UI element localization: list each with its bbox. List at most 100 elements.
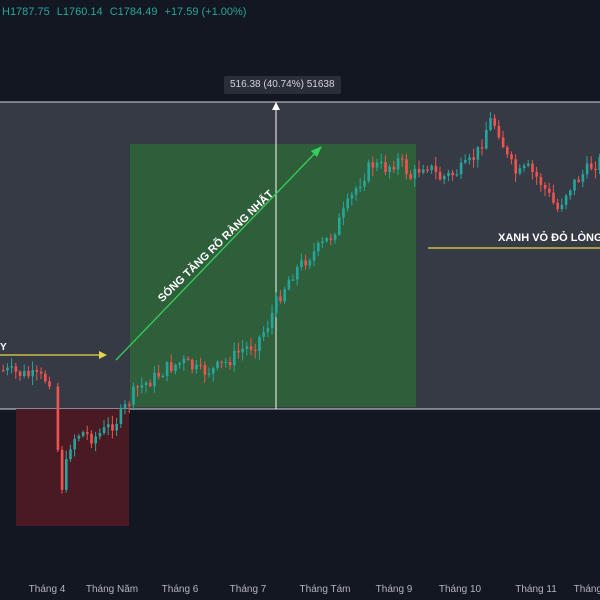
candle-body [254, 349, 257, 352]
candle-body [203, 364, 207, 375]
candle-body [426, 169, 429, 171]
candle-body [543, 184, 547, 189]
candle-body [296, 267, 299, 280]
candle-body [23, 370, 26, 376]
candle-body [174, 364, 177, 372]
candle-body [77, 436, 81, 439]
candle-body [39, 371, 43, 374]
candle-body [569, 190, 572, 196]
pattern-label: XANH VỎ ĐỎ LÒNG [498, 232, 600, 244]
candle-body [287, 279, 291, 290]
candle-body [489, 118, 492, 130]
candle-body [485, 129, 488, 149]
candle-body [165, 362, 169, 376]
x-tick-label: Tháng 9 [375, 584, 413, 595]
candle-body [153, 372, 156, 387]
candle-body [2, 370, 5, 372]
candle-body [237, 350, 240, 353]
candle-body [199, 364, 202, 366]
candle-body [69, 449, 72, 460]
candle-body [480, 147, 484, 149]
candle-body [434, 165, 438, 172]
low-value: L1760.14 [56, 6, 103, 18]
candle-body [275, 296, 278, 313]
candle-body [581, 174, 585, 182]
candle-body [27, 370, 30, 377]
candle-body [396, 158, 400, 170]
candle-body [312, 251, 316, 261]
candle-body [233, 350, 236, 366]
candle-body [191, 359, 194, 370]
candle-body [291, 279, 295, 281]
candle-body [451, 172, 454, 176]
candle-body [577, 179, 580, 182]
candle-body [380, 162, 383, 164]
candle-body [409, 174, 412, 179]
candle-body [245, 346, 249, 349]
candle-body [392, 166, 396, 170]
candle-body [111, 424, 114, 431]
candle-body [338, 217, 341, 235]
candle-body [535, 171, 538, 177]
uptrend-zone [130, 144, 416, 407]
x-tick-label: Tháng 11 [515, 584, 557, 595]
candle-body [178, 363, 181, 365]
candle-body [170, 362, 173, 372]
candle-body [468, 157, 471, 161]
candle-body [186, 358, 190, 360]
candle-body [371, 162, 375, 168]
candle-body [119, 407, 123, 424]
candle-body [10, 366, 13, 368]
candle-body [594, 168, 597, 171]
candle-body [317, 243, 320, 252]
candle-body [18, 371, 22, 376]
candle-body [430, 165, 433, 170]
left-support-arrow-head [99, 351, 107, 359]
trend-arrow [115, 149, 319, 361]
candle-body [375, 162, 379, 168]
candle-body [585, 163, 589, 175]
candle-body [598, 157, 600, 171]
candle-body [144, 382, 148, 386]
candle-body [447, 172, 450, 177]
candle-body [73, 438, 76, 450]
x-tick-label: Tháng 4 [28, 584, 66, 595]
candle-body [90, 433, 93, 444]
candle-body [207, 373, 211, 375]
left-label: Y [0, 342, 7, 353]
candle-body [417, 168, 421, 173]
candle-body [102, 427, 106, 433]
candle-body [573, 179, 576, 191]
candle-body [497, 125, 501, 138]
candle-body [388, 166, 391, 172]
candle-body [464, 160, 467, 163]
candle-body [31, 369, 34, 377]
candle-body [94, 436, 97, 444]
candle-body [249, 346, 253, 350]
time-axis[interactable]: Tháng 4 Tháng Năm Tháng 6 Tháng 7 Tháng Tám T… [0, 580, 600, 600]
candle-body [560, 204, 564, 210]
candle-body [329, 238, 333, 240]
candle-body [405, 159, 408, 175]
drawdown-zone [16, 409, 129, 526]
candle-body [220, 361, 223, 363]
candle-body [60, 449, 64, 490]
candle-body [44, 373, 47, 382]
candle-body [86, 432, 89, 434]
candle-body [157, 372, 160, 377]
candle-body [510, 154, 513, 160]
candle-body [359, 186, 362, 189]
x-tick-label: Tháng 10 [438, 584, 482, 595]
candle-body [590, 163, 593, 169]
candle-body [262, 332, 265, 337]
candle-body [128, 404, 131, 406]
candle-body [258, 336, 261, 351]
candle-body [123, 404, 127, 408]
candle-body [115, 423, 118, 431]
measure-tag: 516.38 (40.74%) 51638 [224, 76, 341, 94]
candle-body [81, 432, 85, 437]
candle-body [241, 348, 244, 353]
candle-body [564, 195, 568, 205]
